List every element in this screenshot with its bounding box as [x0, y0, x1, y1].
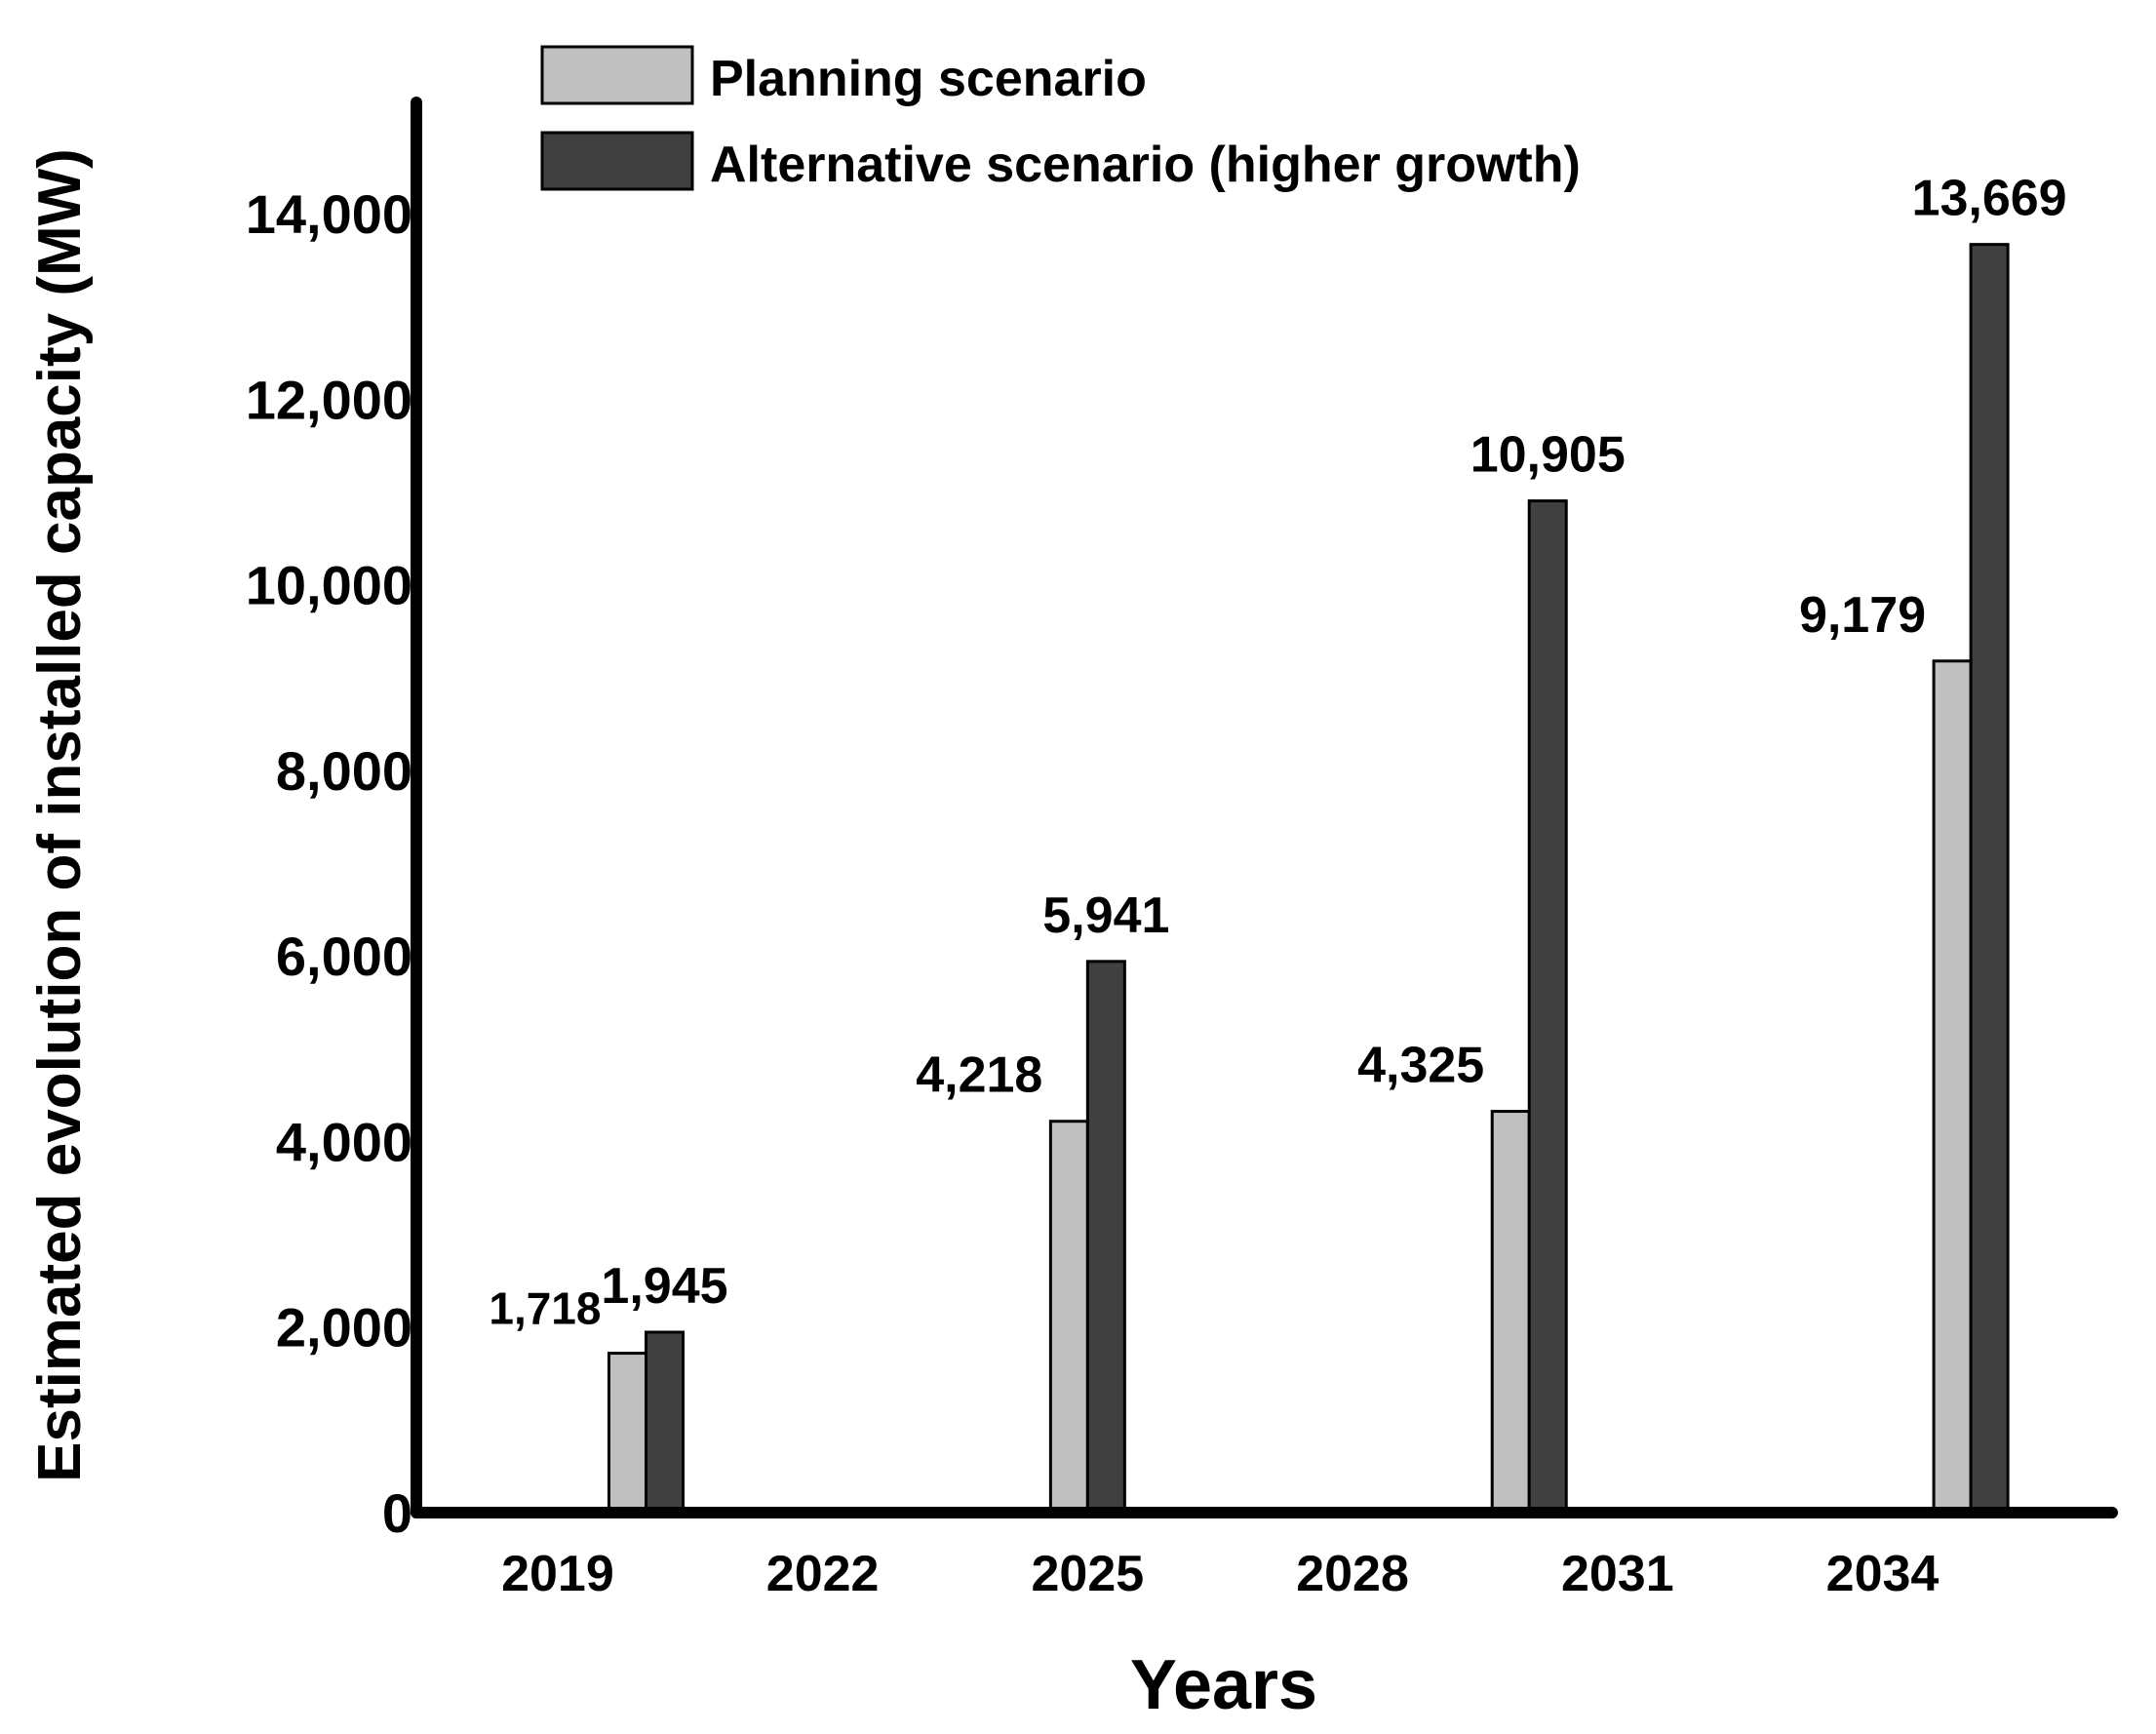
- y-axis-ticks: 0 2,000 4,000 6,000 8,000 10,000 12,000 14,000: [246, 183, 412, 1544]
- bar-planning-scenario: [607, 1352, 647, 1515]
- data-label-planning: 4,325: [1357, 1038, 1484, 1094]
- x-tick-label: 2031: [1561, 1546, 1674, 1602]
- data-label-alternative: 1,945: [601, 1258, 727, 1315]
- legend-swatch-alternative: [540, 131, 694, 191]
- bar-alternative-scenario: [1527, 499, 1568, 1515]
- legend-swatch-planning: [540, 45, 694, 105]
- bar-alternative-scenario: [1085, 960, 1126, 1515]
- data-label-planning: 9,179: [1799, 587, 1926, 644]
- bar-planning-scenario: [1932, 659, 1973, 1515]
- axes-group: [411, 97, 2118, 1518]
- y-tick-label: 10,000: [246, 555, 412, 616]
- bars-group: [607, 243, 2010, 1515]
- y-tick-label: 2,000: [276, 1297, 412, 1359]
- bar-planning-scenario: [1048, 1120, 1089, 1515]
- data-labels-group: 1,718 4,218 4,325 9,179 1,945 5,941 10,905 13,6…: [489, 171, 2066, 1334]
- y-tick-label: 6,000: [276, 926, 412, 987]
- y-tick-label: 12,000: [246, 369, 412, 430]
- bar-planning-scenario: [1490, 1110, 1531, 1515]
- data-label-alternative: 10,905: [1470, 427, 1626, 484]
- data-label-planning: 4,218: [916, 1047, 1042, 1104]
- x-tick-label: 2022: [766, 1546, 880, 1602]
- y-tick-label: 14,000: [246, 183, 412, 245]
- bar-alternative-scenario: [1969, 243, 2010, 1515]
- x-axis-ticks: 2019 2022 2025 2028 2031 2034: [501, 1546, 1939, 1602]
- x-tick-label: 2019: [501, 1546, 614, 1602]
- legend-label-planning: Planning scenario: [710, 51, 1147, 107]
- data-label-alternative: 13,669: [1912, 171, 2067, 227]
- y-tick-label: 4,000: [276, 1111, 412, 1172]
- legend: Planning scenario Alternative scenario (h…: [540, 45, 1581, 193]
- x-tick-label: 2034: [1826, 1546, 1940, 1602]
- data-label-alternative: 5,941: [1042, 887, 1169, 944]
- x-tick-label: 2028: [1296, 1546, 1409, 1602]
- x-axis-title: Years: [1130, 1646, 1317, 1724]
- data-label-planning: 1,718: [489, 1283, 601, 1334]
- bar-alternative-scenario: [644, 1330, 685, 1515]
- legend-label-alternative: Alternative scenario (higher growth): [710, 137, 1581, 193]
- x-tick-label: 2025: [1032, 1546, 1145, 1602]
- y-tick-label: 8,000: [276, 740, 412, 802]
- y-axis-title: Estimated evolution of installed capacit…: [26, 148, 94, 1482]
- y-tick-label: 0: [382, 1482, 412, 1544]
- y-axis-title-group: Estimated evolution of installed capacit…: [26, 148, 94, 1482]
